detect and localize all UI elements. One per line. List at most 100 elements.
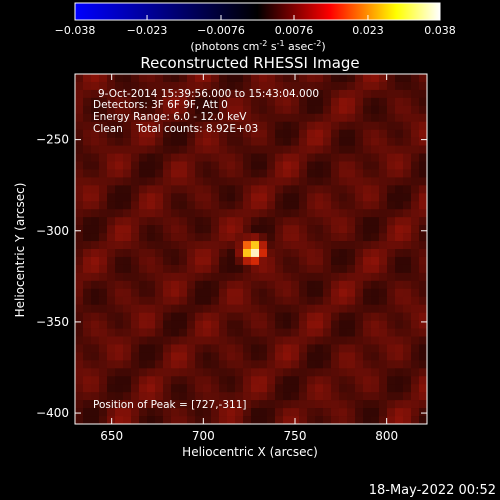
heatmap-cell	[75, 304, 84, 313]
heatmap-cell	[283, 105, 292, 115]
heatmap-cell	[355, 336, 364, 345]
heatmap-cell	[243, 272, 252, 282]
heatmap-cell	[363, 105, 372, 115]
heatmap-cell	[171, 392, 180, 401]
heatmap-cell	[235, 233, 244, 242]
heatmap-cell	[155, 177, 164, 186]
heatmap-cell	[235, 225, 244, 234]
heatmap-cell	[123, 121, 132, 130]
heatmap-cell	[307, 368, 316, 377]
heatmap-cell	[235, 256, 244, 266]
heatmap-cell	[203, 312, 212, 321]
heatmap-cell	[315, 169, 324, 178]
heatmap-cell	[131, 249, 140, 258]
heatmap-cell	[347, 352, 356, 361]
heatmap-cell	[251, 280, 260, 290]
heatmap-cell	[267, 193, 276, 202]
heatmap-cell	[411, 360, 420, 369]
heatmap-cell	[371, 304, 380, 313]
heatmap-cell	[227, 97, 236, 107]
heatmap-cell	[147, 320, 156, 329]
heatmap-cell	[227, 185, 236, 194]
heatmap-cell	[283, 74, 292, 83]
observation-info: 9-Oct-2014 15:39:56.000 to 15:43:04.000 …	[93, 88, 319, 135]
heatmap-cell	[171, 328, 180, 337]
heatmap-cell	[219, 249, 228, 258]
heatmap-cell	[83, 328, 92, 337]
heatmap-cell	[339, 249, 348, 258]
heatmap-cell	[307, 304, 316, 313]
heatmap-cell	[347, 256, 356, 266]
heatmap-cell	[363, 113, 372, 123]
heatmap-cell	[331, 105, 340, 115]
heatmap-cell	[411, 233, 420, 242]
heatmap-cell	[315, 97, 324, 107]
heatmap-cell	[355, 97, 364, 107]
heatmap-cell	[83, 161, 92, 170]
heatmap-cell	[211, 97, 220, 107]
heatmap-cell	[115, 193, 124, 202]
heatmap-cell	[251, 256, 260, 266]
heatmap-cell	[107, 352, 116, 361]
heatmap-cell	[259, 74, 268, 83]
heatmap-cell	[179, 288, 188, 298]
heatmap-cell	[227, 384, 236, 393]
heatmap-cell	[419, 288, 428, 298]
heatmap-cell	[323, 74, 332, 83]
heatmap-cell	[131, 280, 140, 290]
heatmap-cell	[283, 264, 292, 274]
heatmap-cell	[195, 233, 204, 242]
heatmap-cell	[243, 233, 252, 242]
heatmap-cell	[163, 328, 172, 337]
heatmap-cell	[331, 169, 340, 178]
heatmap-cell	[307, 145, 316, 154]
heatmap-cell	[123, 368, 132, 377]
heatmap-cell	[99, 392, 108, 401]
heatmap-cell	[411, 320, 420, 329]
heatmap-cell	[195, 169, 204, 178]
heatmap-cell	[163, 121, 172, 130]
heatmap-cell	[315, 129, 324, 138]
heatmap-cell	[299, 177, 308, 186]
heatmap-cell	[363, 328, 372, 337]
heatmap-cell	[179, 217, 188, 226]
heatmap-cell	[75, 416, 84, 425]
heatmap-cell	[259, 360, 268, 369]
heatmap-cell	[283, 161, 292, 170]
info-clean-counts: Clean Total counts: 8.92E+03	[93, 123, 258, 135]
y-axis-label: Heliocentric Y (arcsec)	[13, 183, 27, 318]
heatmap-cell	[163, 280, 172, 290]
heatmap-cell	[211, 328, 220, 337]
heatmap-cell	[163, 81, 172, 91]
heatmap-cell	[307, 217, 316, 226]
heatmap-cell	[243, 304, 252, 313]
heatmap-cell	[419, 145, 428, 154]
heatmap-cell	[299, 256, 308, 266]
heatmap-cell	[347, 368, 356, 377]
heatmap-cell	[403, 328, 412, 337]
heatmap-cell	[187, 360, 196, 369]
heatmap-cell	[379, 288, 388, 298]
heatmap-cell	[379, 368, 388, 377]
heatmap-cell	[139, 256, 148, 266]
heatmap-cell	[387, 368, 396, 377]
heatmap-cell	[155, 360, 164, 369]
heatmap-cell	[379, 249, 388, 258]
heatmap-cell	[331, 296, 340, 305]
heatmap-cell	[75, 217, 84, 226]
heatmap-cell	[163, 177, 172, 186]
heatmap-cell	[419, 296, 428, 305]
heatmap-cell	[211, 249, 220, 258]
heatmap-cell	[283, 312, 292, 321]
heatmap-cell	[187, 296, 196, 305]
heatmap-cell	[243, 185, 252, 194]
heatmap-cell	[387, 193, 396, 202]
heatmap-cell	[259, 217, 268, 226]
heatmap-cell	[115, 288, 124, 298]
heatmap-cell	[267, 376, 276, 385]
heatmap-cell	[283, 416, 292, 425]
heatmap-cell	[195, 328, 204, 337]
heatmap-cell	[331, 161, 340, 170]
heatmap-cell	[211, 400, 220, 409]
heatmap-cell	[419, 89, 428, 99]
